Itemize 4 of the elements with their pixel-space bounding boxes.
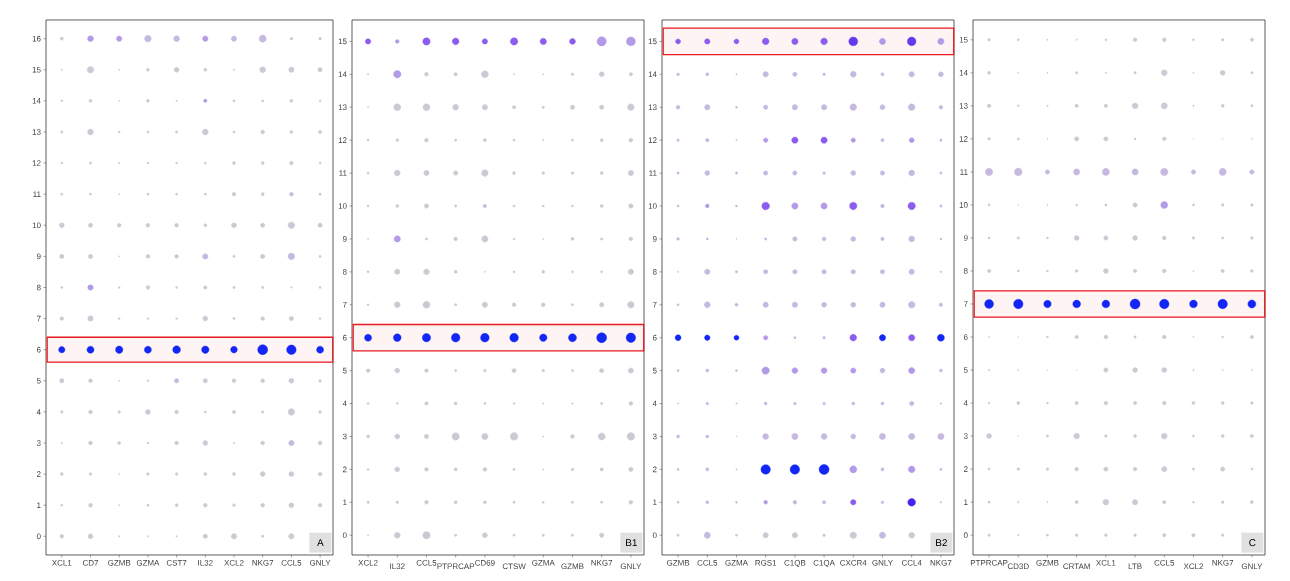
- annotation: B2: [936, 539, 947, 547]
- annotation: B1: [626, 539, 637, 547]
- annotation: A: [317, 539, 324, 547]
- annotation: C: [1249, 539, 1256, 547]
